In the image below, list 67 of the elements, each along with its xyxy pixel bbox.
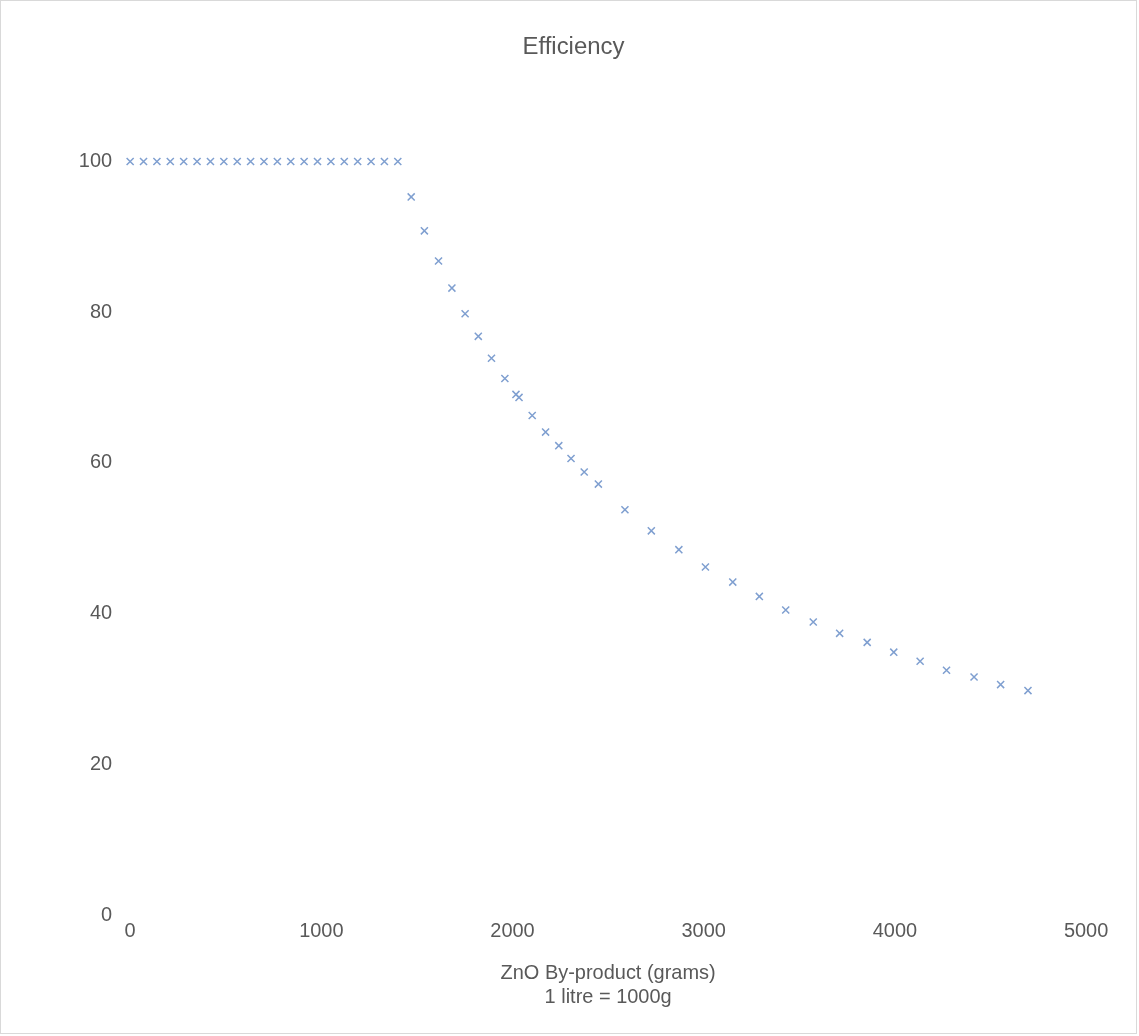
point	[969, 672, 979, 682]
chart-title: Efficiency	[522, 31, 625, 59]
point	[1023, 686, 1033, 695]
point	[232, 157, 242, 166]
point	[915, 656, 925, 666]
point	[166, 157, 175, 166]
point	[527, 411, 537, 420]
x-tick-label: 0	[124, 918, 136, 941]
point	[541, 427, 550, 437]
point	[206, 157, 215, 166]
point	[620, 505, 630, 514]
y-tick-label: 40	[89, 601, 113, 624]
point	[447, 283, 457, 293]
point	[674, 545, 684, 554]
point	[862, 638, 872, 647]
y-tick-label: 100	[78, 149, 113, 171]
point	[487, 353, 496, 363]
point	[406, 192, 416, 202]
point	[511, 390, 521, 399]
point	[755, 592, 764, 601]
point	[566, 454, 576, 463]
point	[942, 665, 951, 675]
point	[192, 157, 202, 166]
point	[889, 647, 899, 657]
point	[273, 157, 282, 166]
y-tick-label: 60	[89, 450, 113, 473]
point	[366, 157, 376, 166]
x-tick-label: 5000	[1063, 918, 1109, 941]
point	[474, 332, 483, 341]
point	[259, 157, 269, 166]
point	[579, 467, 589, 477]
point	[514, 393, 524, 402]
point	[139, 157, 148, 166]
point	[434, 256, 443, 266]
point	[286, 157, 296, 166]
point	[380, 157, 389, 166]
point	[420, 226, 429, 236]
point	[996, 680, 1005, 689]
point	[701, 562, 710, 572]
point	[594, 479, 603, 489]
point	[339, 157, 349, 166]
y-tick-label: 0	[101, 902, 113, 925]
point	[781, 605, 791, 615]
x-tick-label: 4000	[872, 918, 918, 941]
point	[808, 617, 818, 627]
y-tick-label: 80	[89, 299, 113, 322]
x-tick-label: 3000	[681, 918, 726, 941]
point	[152, 157, 162, 166]
point	[835, 629, 844, 638]
point	[500, 374, 510, 383]
x-tick-label: 1000	[299, 918, 344, 941]
point	[647, 526, 656, 536]
x-axis-title: ZnO By-product (grams) 1 litre = 1000g	[500, 960, 716, 1007]
point	[299, 157, 309, 166]
point	[179, 157, 188, 166]
point	[125, 157, 135, 166]
point	[353, 157, 362, 166]
point	[326, 157, 336, 166]
point	[246, 157, 255, 166]
point	[728, 577, 738, 587]
point	[460, 309, 470, 319]
point	[393, 157, 403, 166]
y-tick-label: 20	[89, 751, 113, 774]
point	[313, 157, 322, 166]
point	[554, 441, 564, 450]
point	[219, 157, 229, 166]
x-tick-label: 2000	[490, 918, 535, 941]
